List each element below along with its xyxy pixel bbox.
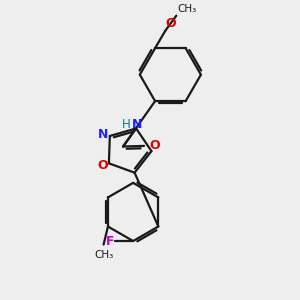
Text: O: O xyxy=(149,140,160,152)
Text: CH₃: CH₃ xyxy=(178,4,197,14)
Text: H: H xyxy=(122,118,131,131)
Text: N: N xyxy=(132,118,142,131)
Text: F: F xyxy=(106,235,115,248)
Text: CH₃: CH₃ xyxy=(94,250,113,260)
Text: O: O xyxy=(166,16,176,30)
Text: N: N xyxy=(98,128,108,141)
Text: O: O xyxy=(97,159,108,172)
